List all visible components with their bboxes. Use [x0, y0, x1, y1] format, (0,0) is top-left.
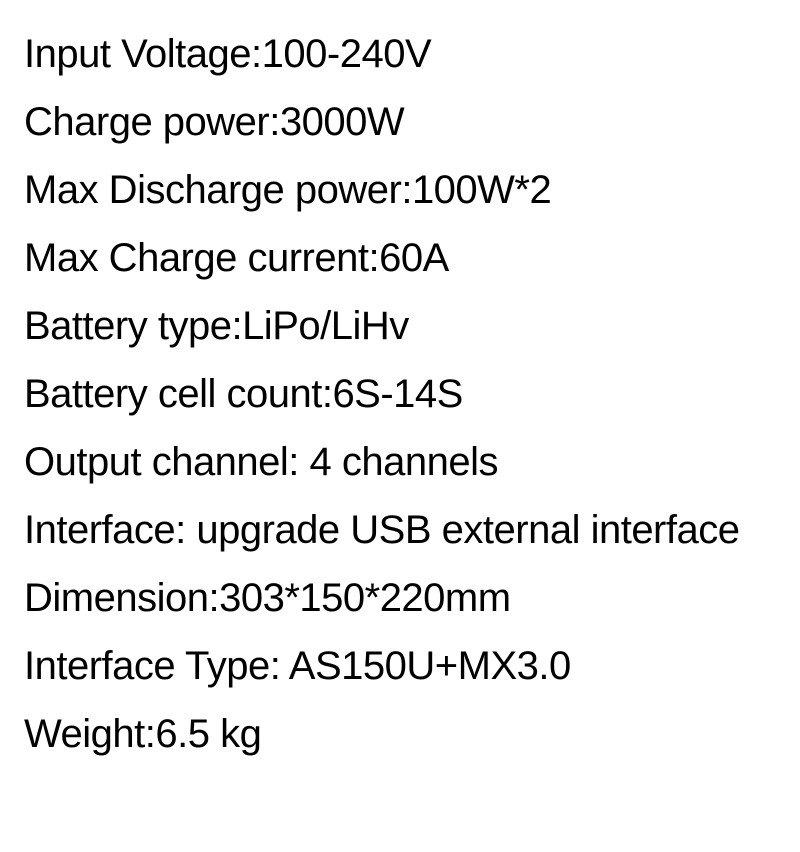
- spec-value: 6.5 kg: [155, 712, 261, 756]
- spec-row: Dimension:303*150*220mm: [24, 564, 776, 632]
- spec-value: 6S-14S: [332, 372, 462, 416]
- spec-row: Max Discharge power:100W*2: [24, 156, 776, 224]
- spec-label: Output channel:: [24, 440, 299, 484]
- spec-row: Interface: upgrade USB external interfac…: [24, 496, 776, 564]
- spec-label: Weight:: [24, 712, 155, 756]
- spec-label: Input Voltage:: [24, 32, 262, 76]
- spec-row: Interface Type: AS150U+MX3.0: [24, 632, 776, 700]
- spec-value: LiPo/LiHv: [242, 304, 409, 348]
- spec-value: 3000W: [280, 100, 404, 144]
- spec-label: Max Charge current:: [24, 236, 379, 280]
- spec-value: 60A: [379, 236, 449, 280]
- spec-label: Interface:: [24, 508, 186, 552]
- spec-row: Charge power:3000W: [24, 88, 776, 156]
- spec-row: Input Voltage:100-240V: [24, 20, 776, 88]
- spec-row: Output channel: 4 channels: [24, 428, 776, 496]
- spec-row: Weight:6.5 kg: [24, 700, 776, 768]
- spec-label: Max Discharge power:: [24, 168, 412, 212]
- spec-label: Dimension:: [24, 576, 219, 620]
- spec-list: Input Voltage:100-240V Charge power:3000…: [24, 20, 776, 768]
- spec-label: Interface Type:: [24, 644, 280, 688]
- spec-label: Charge power:: [24, 100, 280, 144]
- spec-value: 100-240V: [262, 32, 431, 76]
- spec-row: Battery type:LiPo/LiHv: [24, 292, 776, 360]
- spec-value: AS150U+MX3.0: [280, 644, 570, 688]
- spec-label: Battery cell count:: [24, 372, 332, 416]
- spec-value: 4 channels: [299, 440, 498, 484]
- spec-value: 303*150*220mm: [219, 576, 511, 620]
- spec-value: upgrade USB external interface: [186, 508, 740, 552]
- spec-row: Battery cell count:6S-14S: [24, 360, 776, 428]
- spec-label: Battery type:: [24, 304, 242, 348]
- spec-row: Max Charge current:60A: [24, 224, 776, 292]
- spec-value: 100W*2: [412, 168, 551, 212]
